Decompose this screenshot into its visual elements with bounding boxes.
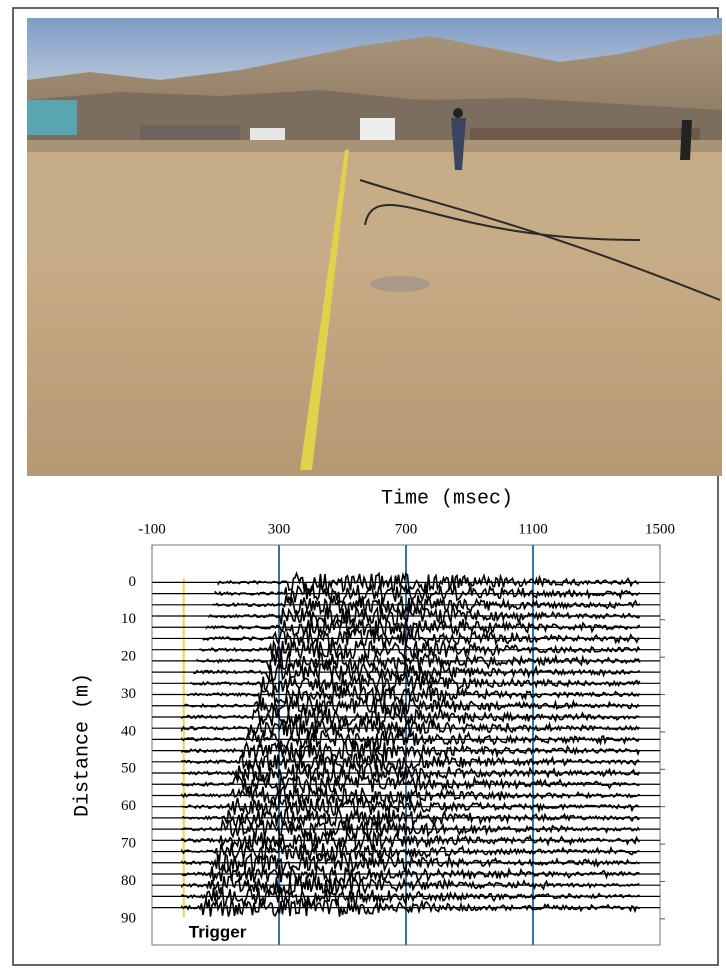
trace-wiggle: [181, 773, 640, 794]
x-tick-label: 1100: [518, 521, 547, 537]
field-photo: [27, 18, 722, 476]
trace-wiggle: [187, 684, 641, 706]
trace-wiggle: [184, 695, 641, 717]
trace-wiggle: [181, 898, 640, 918]
trace-wiggle: [202, 625, 641, 649]
trace-wiggle: [181, 808, 640, 829]
y-axis-title: Distance (m): [71, 673, 94, 817]
x-tick-label: -100: [138, 521, 166, 537]
x-tick-label: 1500: [645, 521, 675, 537]
x-tick-label: 700: [395, 521, 418, 537]
trace-wiggle: [181, 851, 640, 875]
trace-wiggle: [181, 796, 640, 817]
plot-area: -100 300 700 1100 1500 0 10 20 30 40 50 60 70 80 90 Tri…: [121, 521, 675, 946]
y-tick-label: 40: [121, 723, 136, 739]
x-tick-label: 300: [268, 521, 291, 537]
trace-wiggle: [181, 862, 640, 885]
trace-wiggle: [181, 762, 641, 785]
x-axis-title: Time (msec): [381, 487, 513, 510]
y-tick-label: 60: [121, 798, 136, 814]
trace-wiggle: [214, 582, 641, 604]
figure-frame: [12, 7, 719, 966]
trace-wiggle: [181, 875, 640, 897]
trace-wiggle: [181, 751, 641, 772]
trace-wiggle: [217, 570, 639, 594]
trace-wiggle: [190, 671, 641, 693]
trace-wiggle: [181, 885, 640, 908]
trace-wiggle: [193, 660, 641, 684]
trace-wiggle: [181, 728, 641, 752]
y-tick-label: 90: [121, 910, 136, 926]
trace-wiggle: [181, 717, 641, 740]
trace-wiggle: [181, 785, 640, 807]
trace-wiggle: [211, 593, 641, 616]
y-tick-label: 30: [121, 686, 136, 702]
y-tick-label: 10: [121, 611, 136, 627]
y-tick-label: 70: [121, 836, 136, 852]
y-tick-label: 50: [121, 761, 136, 777]
trace-wiggle: [205, 617, 641, 639]
trigger-annotation: Trigger: [189, 922, 247, 941]
trace-wiggle: [181, 707, 640, 729]
trace-wiggle: [208, 604, 641, 627]
y-tick-label: 80: [121, 873, 136, 889]
y-tick-label: 0: [129, 574, 137, 590]
y-tick-label: 20: [121, 649, 136, 665]
trace-wiggle: [181, 829, 641, 852]
trace-wiggle: [181, 739, 641, 762]
trace-wiggle: [181, 817, 641, 840]
